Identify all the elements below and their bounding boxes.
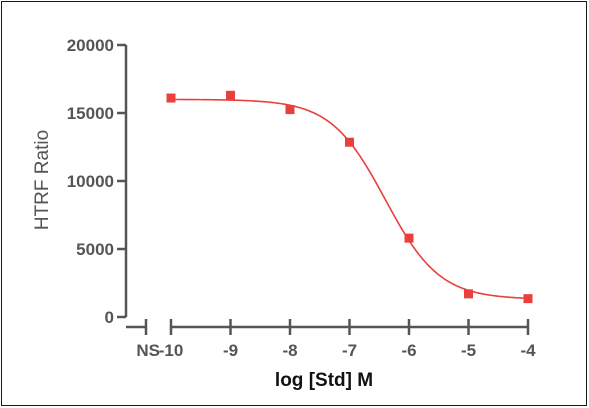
x-tick-label: -5 [461, 341, 476, 360]
data-point [285, 105, 295, 115]
y-tick-label: 10000 [67, 172, 114, 191]
data-point [523, 294, 533, 304]
x-tick-label: -7 [342, 341, 357, 360]
data-point [464, 289, 473, 299]
x-tick-label: -10 [159, 341, 184, 360]
y-tick-label: 15000 [67, 104, 114, 123]
fit-curve-layer [171, 98, 529, 300]
data-point [226, 90, 235, 100]
x-tick-label: -9 [223, 341, 238, 360]
y-axis: 0 5000 10000 15000 20000 [67, 36, 128, 327]
x-tick-label: -8 [282, 341, 297, 360]
data-point [404, 233, 414, 243]
x-tick-label: -6 [401, 341, 416, 360]
y-axis-title: HTRF Ratio [32, 130, 53, 230]
x-tick-label-ns: NS [136, 341, 160, 360]
data-point [166, 93, 176, 103]
y-tick-label: 0 [105, 308, 114, 327]
x-axis-title: log [Std] M [275, 370, 373, 391]
y-tick-label: 20000 [67, 36, 114, 55]
x-axis: -10 -9 -8 -7 -6 -5 -4 NS [126, 319, 536, 360]
fit-curve [171, 98, 529, 300]
x-tick-label: -4 [520, 341, 536, 360]
data-point [345, 137, 354, 147]
y-tick-label: 5000 [76, 240, 114, 259]
data-points-layer [166, 90, 533, 304]
